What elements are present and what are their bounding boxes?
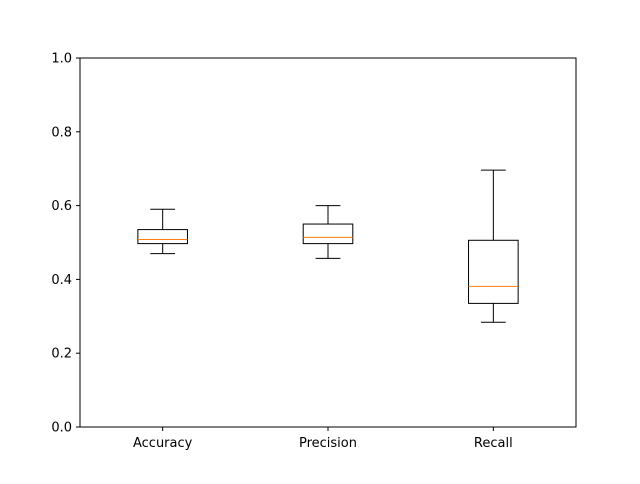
box-group-recall [468,169,519,323]
axes-frame [79,57,577,428]
box-group-accuracy [137,208,188,255]
y-tick-label: 0.6 [51,199,72,214]
box-iqr [302,223,354,245]
x-tick-label: Precision [299,436,357,451]
x-axis: Accuracy Precision Recall [133,427,513,451]
y-tick-label: 1.0 [51,52,72,67]
plot-area [137,169,519,323]
y-axis: 0.0 0.2 0.4 0.6 0.8 1.0 [51,52,80,436]
y-tick-label: 0.4 [51,273,72,288]
y-tick-label: 0.8 [51,125,72,140]
y-tick-label: 0.0 [51,421,72,436]
box-iqr [468,239,519,304]
x-tick-label: Accuracy [133,436,193,451]
x-tick-label: Recall [474,436,513,451]
y-tick-label: 0.2 [51,347,72,362]
box-group-precision [302,205,354,259]
box-iqr [137,229,188,245]
